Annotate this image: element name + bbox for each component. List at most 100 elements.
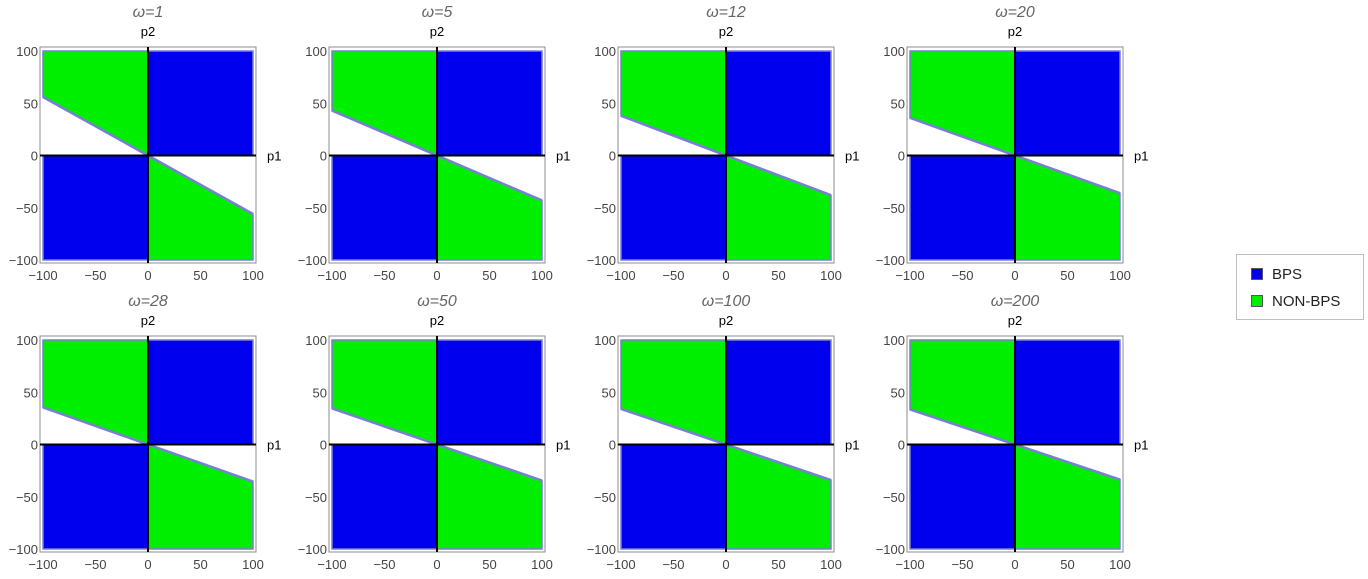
y-axis-label: p2 <box>430 313 444 328</box>
y-axis-label: p2 <box>430 24 444 39</box>
bps-region-upper-right <box>147 50 254 157</box>
y-tick-label: −50 <box>883 490 905 505</box>
y-tick-label: 50 <box>24 385 38 400</box>
x-axis-label: p1 <box>845 149 859 164</box>
panel-title: ω=12 <box>706 4 746 21</box>
x-axis-label: p1 <box>267 149 281 164</box>
y-axis-label: p2 <box>141 313 155 328</box>
x-tick-label: 50 <box>1060 268 1074 283</box>
y-axis-label: p2 <box>1008 24 1022 39</box>
x-axis-label: p1 <box>845 438 859 453</box>
bps-region-lower-left <box>620 154 727 261</box>
y-tick-label: 100 <box>305 44 327 59</box>
y-tick-label: 50 <box>891 96 905 111</box>
panel-title: ω=20 <box>995 4 1035 21</box>
y-tick-label: 50 <box>313 385 327 400</box>
nonbps-region-upper-left <box>42 50 149 157</box>
x-tick-label: −100 <box>606 268 635 283</box>
panel-1 <box>39 46 257 264</box>
x-tick-label: −100 <box>895 268 924 283</box>
y-tick-label: −50 <box>594 201 616 216</box>
nonbps-region-lower-right <box>1014 154 1121 261</box>
x-tick-label: 0 <box>722 268 729 283</box>
nonbps-region-lower-right <box>436 154 543 261</box>
x-tick-label: 100 <box>242 268 264 283</box>
x-tick-label: 100 <box>1109 557 1131 572</box>
y-tick-label: 100 <box>16 333 38 348</box>
x-axis-label: p1 <box>1134 438 1148 453</box>
x-tick-label: 50 <box>193 557 207 572</box>
x-tick-label: −100 <box>317 557 346 572</box>
x-axis-label: p1 <box>556 438 570 453</box>
bps-region-upper-right <box>725 339 832 446</box>
nonbps-region-lower-right <box>147 443 254 550</box>
y-axis-label: p2 <box>719 24 733 39</box>
y-tick-label: 50 <box>313 96 327 111</box>
legend-swatch-non-bps <box>1251 295 1263 307</box>
bps-region-lower-left <box>331 154 438 261</box>
y-tick-label: 0 <box>31 149 38 164</box>
x-axis-label: p1 <box>1134 149 1148 164</box>
x-tick-label: −100 <box>28 268 57 283</box>
x-tick-label: −50 <box>951 268 973 283</box>
bps-region-lower-left <box>909 154 1016 261</box>
y-tick-label: −100 <box>9 253 38 268</box>
panel-5 <box>39 335 257 553</box>
y-tick-label: −50 <box>594 490 616 505</box>
x-tick-label: −50 <box>373 268 395 283</box>
y-tick-label: 50 <box>602 385 616 400</box>
x-tick-label: 0 <box>433 557 440 572</box>
y-tick-label: −100 <box>9 542 38 557</box>
panel-3 <box>617 46 835 264</box>
x-tick-label: −50 <box>373 557 395 572</box>
nonbps-region-lower-right <box>725 154 832 261</box>
x-tick-label: 50 <box>482 557 496 572</box>
bps-region-upper-right <box>147 339 254 446</box>
panel-title: ω=28 <box>128 293 168 310</box>
x-tick-label: −100 <box>317 268 346 283</box>
y-tick-label: 0 <box>31 438 38 453</box>
x-tick-label: −50 <box>84 557 106 572</box>
bps-region-lower-left <box>331 443 438 550</box>
panel-title: ω=1 <box>133 4 164 21</box>
x-tick-label: 100 <box>1109 268 1131 283</box>
y-tick-label: 0 <box>320 149 327 164</box>
x-tick-label: 0 <box>722 557 729 572</box>
y-tick-label: −100 <box>876 253 905 268</box>
panel-title: ω=100 <box>702 293 751 310</box>
nonbps-region-upper-left <box>331 339 438 446</box>
y-tick-label: 50 <box>891 385 905 400</box>
y-tick-label: 100 <box>883 44 905 59</box>
y-tick-label: −50 <box>16 201 38 216</box>
nonbps-region-upper-left <box>620 339 727 446</box>
panel-4 <box>906 46 1124 264</box>
bps-region-upper-right <box>1014 339 1121 446</box>
bps-region-lower-left <box>909 443 1016 550</box>
x-axis-label: p1 <box>556 149 570 164</box>
panel-title: ω=5 <box>422 4 453 21</box>
y-tick-label: 100 <box>305 333 327 348</box>
legend-label-bps: BPS <box>1272 265 1303 283</box>
legend-item-bps: BPS <box>1251 264 1302 284</box>
x-tick-label: −50 <box>662 557 684 572</box>
y-tick-label: 0 <box>320 438 327 453</box>
y-tick-label: 100 <box>594 44 616 59</box>
x-tick-label: 0 <box>144 268 151 283</box>
x-tick-label: 100 <box>242 557 264 572</box>
y-tick-label: 100 <box>16 44 38 59</box>
nonbps-region-upper-left <box>42 339 149 446</box>
bps-region-lower-left <box>620 443 727 550</box>
bps-region-lower-left <box>42 154 149 261</box>
y-tick-label: −50 <box>305 201 327 216</box>
x-tick-label: 50 <box>482 268 496 283</box>
legend-item-non-bps: NON-BPS <box>1251 291 1340 311</box>
x-tick-label: 50 <box>1060 557 1074 572</box>
y-tick-label: −100 <box>298 253 327 268</box>
nonbps-region-upper-left <box>909 339 1016 446</box>
bps-region-lower-left <box>42 443 149 550</box>
bps-region-upper-right <box>725 50 832 157</box>
nonbps-region-upper-left <box>909 50 1016 157</box>
nonbps-region-upper-left <box>620 50 727 157</box>
nonbps-region-lower-right <box>436 443 543 550</box>
